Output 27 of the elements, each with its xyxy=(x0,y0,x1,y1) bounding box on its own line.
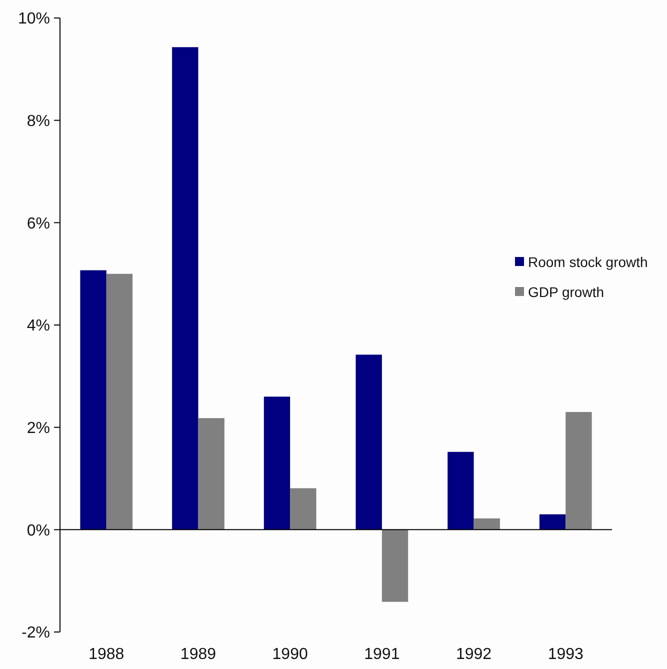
bar xyxy=(198,418,224,530)
x-tick-label: 1992 xyxy=(456,646,492,663)
bar xyxy=(172,47,198,530)
x-tick-label: 1993 xyxy=(548,646,584,663)
x-tick-label: 1989 xyxy=(180,646,216,663)
bar xyxy=(382,530,408,602)
x-tick-label: 1988 xyxy=(88,646,124,663)
bar xyxy=(566,412,592,530)
y-tick-label: 10% xyxy=(18,10,50,28)
y-tick-label: 4% xyxy=(26,318,50,335)
y-tick-label: 8% xyxy=(26,112,50,130)
y-tick-label: 0% xyxy=(26,522,50,540)
bar xyxy=(356,354,382,530)
bar xyxy=(474,518,500,530)
bar xyxy=(539,514,566,530)
y-tick-label: 2% xyxy=(26,420,50,437)
bar xyxy=(264,396,290,530)
bar xyxy=(290,488,316,530)
legend-label: GDP growth xyxy=(528,284,604,300)
bar xyxy=(106,274,133,530)
x-tick-label: 1990 xyxy=(272,646,308,663)
bar xyxy=(80,270,106,530)
legend-label: Room stock growth xyxy=(528,254,648,270)
y-tick-label: -2% xyxy=(22,624,50,642)
y-tick-label: 6% xyxy=(26,215,50,232)
bar xyxy=(448,452,474,530)
x-tick-label: 1991 xyxy=(364,646,400,663)
